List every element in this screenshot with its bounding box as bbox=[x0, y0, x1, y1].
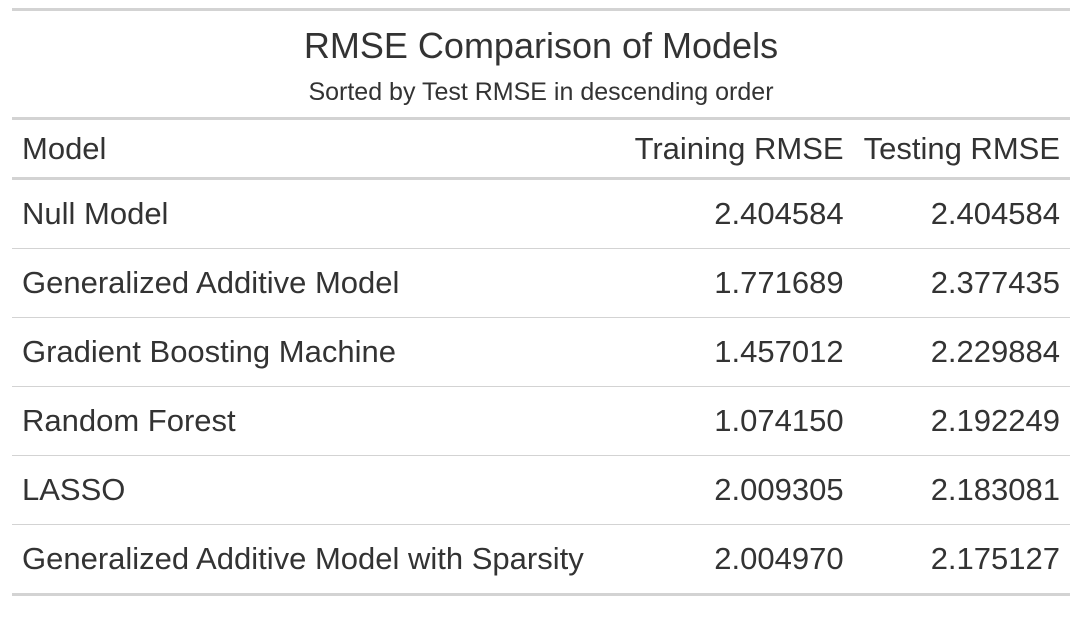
training-rmse-cell: 2.004970 bbox=[624, 524, 854, 596]
table-row: Gradient Boosting Machine 1.457012 2.229… bbox=[12, 317, 1070, 387]
model-cell: Gradient Boosting Machine bbox=[12, 317, 625, 387]
table-row: LASSO 2.009305 2.183081 bbox=[12, 455, 1070, 525]
model-cell: Null Model bbox=[22, 196, 169, 231]
header-row: Model Training RMSE Testing RMSE bbox=[12, 120, 1070, 180]
training-rmse-cell: 2.009305 bbox=[624, 455, 854, 525]
testing-rmse-cell: 2.377435 bbox=[853, 248, 1070, 318]
training-rmse-cell: 1.074150 bbox=[624, 386, 854, 456]
testing-rmse-cell: 2.183081 bbox=[853, 455, 1070, 525]
model-cell: Generalized Additive Model bbox=[12, 248, 625, 318]
table-title: RMSE Comparison of Models bbox=[303, 25, 779, 66]
model-cell: Generalized Additive Model with Sparsity bbox=[12, 524, 625, 596]
table-row: Generalized Additive Model 1.771689 2.37… bbox=[12, 248, 1070, 318]
testing-rmse-cell: 2.229884 bbox=[853, 317, 1070, 387]
training-rmse-cell: 1.771689 bbox=[624, 248, 854, 318]
testing-rmse-cell: 2.175127 bbox=[853, 524, 1070, 596]
table-row: Generalized Additive Model with Sparsity… bbox=[12, 524, 1070, 596]
column-header-model: Model bbox=[12, 120, 625, 180]
column-header-training-rmse: Training RMSE bbox=[624, 120, 854, 180]
rmse-table: RMSE Comparison of Models Sorted by Test… bbox=[12, 8, 1070, 596]
column-header-testing-rmse: Testing RMSE bbox=[853, 120, 1070, 180]
data-table: Model Training RMSE Testing RMSE Null Mo… bbox=[12, 120, 1070, 596]
table-row: Random Forest 1.074150 2.192249 bbox=[12, 386, 1070, 456]
testing-rmse-cell: 2.404584 bbox=[930, 196, 1060, 231]
training-rmse-cell: 1.457012 bbox=[624, 317, 854, 387]
model-cell: LASSO bbox=[12, 455, 625, 525]
training-rmse-cell: 2.404584 bbox=[714, 196, 844, 231]
heading-divider bbox=[12, 117, 1070, 120]
table-row: Null Model 2.404584 2.404584 bbox=[12, 179, 1070, 249]
model-cell: Random Forest bbox=[12, 386, 625, 456]
testing-rmse-cell: 2.192249 bbox=[853, 386, 1070, 456]
table-subtitle: Sorted by Test RMSE in descending order bbox=[308, 78, 774, 106]
